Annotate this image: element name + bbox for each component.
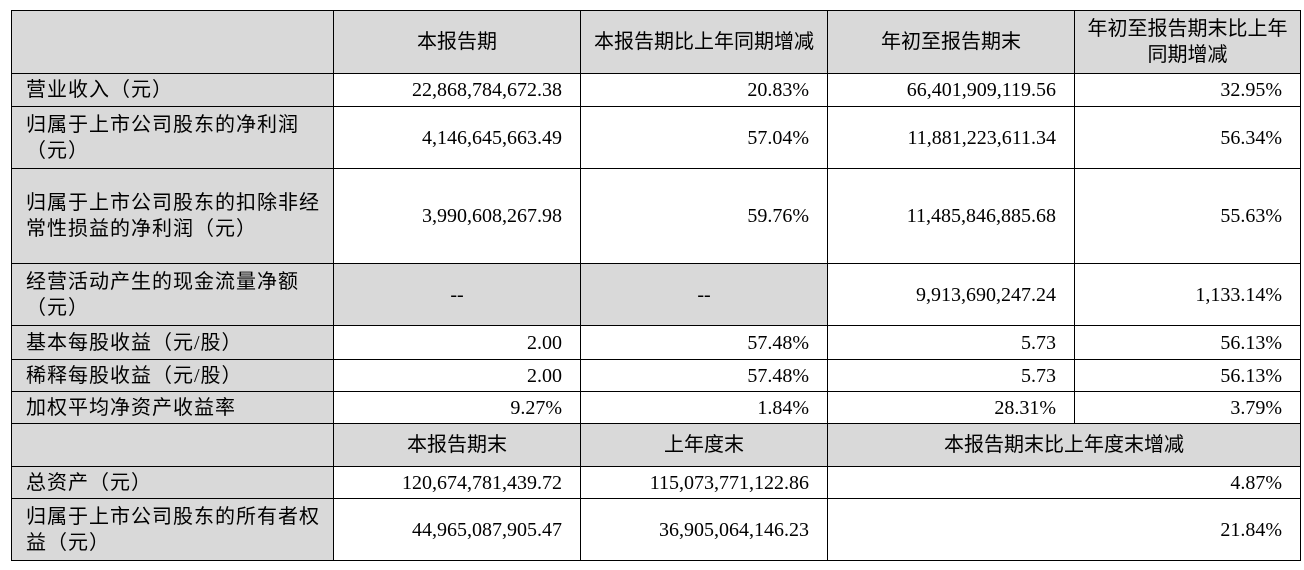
cell-value: 11,485,846,885.68 <box>827 168 1075 264</box>
cell-value: 21.84% <box>827 498 1301 561</box>
cell-value: 57.48% <box>580 325 828 360</box>
table-row: 加权平均净资产收益率 9.27% 1.84% 28.31% 3.79% <box>11 391 1301 424</box>
cell-value: 32.95% <box>1074 73 1301 107</box>
cell-value: 5.73 <box>827 325 1075 360</box>
cell-value: 57.04% <box>580 106 828 169</box>
cell-value: 36,905,064,146.23 <box>580 498 828 561</box>
table-row: 稀释每股收益（元/股） 2.00 57.48% 5.73 56.13% <box>11 359 1301 392</box>
row-label: 归属于上市公司股东的净利润（元） <box>11 106 334 169</box>
table-row: 总资产（元） 120,674,781,439.72 115,073,771,12… <box>11 466 1301 499</box>
cell-value: 66,401,909,119.56 <box>827 73 1075 107</box>
row-label: 经营活动产生的现金流量净额（元） <box>11 263 334 326</box>
table-row: 基本每股收益（元/股） 2.00 57.48% 5.73 56.13% <box>11 325 1301 360</box>
cell-value: 120,674,781,439.72 <box>333 466 581 499</box>
header-ytd-change: 年初至报告期末比上年同期增减 <box>1074 10 1301 74</box>
cell-value: 57.48% <box>580 359 828 392</box>
cell-value: 11,881,223,611.34 <box>827 106 1075 169</box>
cell-value: 55.63% <box>1074 168 1301 264</box>
header-ytd: 年初至报告期末 <box>827 10 1075 74</box>
cell-value: 115,073,771,122.86 <box>580 466 828 499</box>
cell-value: -- <box>580 263 828 326</box>
row-label: 营业收入（元） <box>11 73 334 107</box>
row-label: 归属于上市公司股东的扣除非经常性损益的净利润（元） <box>11 168 334 264</box>
subheader-change: 本报告期末比上年度末增减 <box>827 423 1301 467</box>
table-row: 归属于上市公司股东的所有者权益（元） 44,965,087,905.47 36,… <box>11 498 1301 561</box>
cell-value: 4.87% <box>827 466 1301 499</box>
header-empty-cell <box>11 10 334 74</box>
table-row: 归属于上市公司股东的扣除非经常性损益的净利润（元） 3,990,608,267.… <box>11 168 1301 264</box>
cell-value: 56.13% <box>1074 359 1301 392</box>
cell-value: 1.84% <box>580 391 828 424</box>
cell-value: 9.27% <box>333 391 581 424</box>
cell-value: 3.79% <box>1074 391 1301 424</box>
table-row: 经营活动产生的现金流量净额（元） -- -- 9,913,690,247.24 … <box>11 263 1301 326</box>
row-label: 总资产（元） <box>11 466 334 499</box>
cell-value: 44,965,087,905.47 <box>333 498 581 561</box>
subheader-period-end: 本报告期末 <box>333 423 581 467</box>
cell-value: 1,133.14% <box>1074 263 1301 326</box>
header-current-period-change: 本报告期比上年同期增减 <box>580 10 828 74</box>
cell-value: 22,868,784,672.38 <box>333 73 581 107</box>
cell-value: 2.00 <box>333 359 581 392</box>
cell-value: 5.73 <box>827 359 1075 392</box>
cell-value: 4,146,645,663.49 <box>333 106 581 169</box>
table-row: 营业收入（元） 22,868,784,672.38 20.83% 66,401,… <box>11 73 1301 107</box>
cell-value: 28.31% <box>827 391 1075 424</box>
row-label: 加权平均净资产收益率 <box>11 391 334 424</box>
cell-value: 56.34% <box>1074 106 1301 169</box>
row-label: 基本每股收益（元/股） <box>11 325 334 360</box>
cell-value: 3,990,608,267.98 <box>333 168 581 264</box>
financial-summary-table: 本报告期 本报告期比上年同期增减 年初至报告期末 年初至报告期末比上年同期增减 … <box>11 10 1301 561</box>
cell-value: 20.83% <box>580 73 828 107</box>
row-label: 稀释每股收益（元/股） <box>11 359 334 392</box>
subheader-empty-cell <box>11 423 334 467</box>
header-row: 本报告期 本报告期比上年同期增减 年初至报告期末 年初至报告期末比上年同期增减 <box>11 10 1301 74</box>
cell-value: -- <box>333 263 581 326</box>
cell-value: 59.76% <box>580 168 828 264</box>
row-label: 归属于上市公司股东的所有者权益（元） <box>11 498 334 561</box>
cell-value: 2.00 <box>333 325 581 360</box>
header-current-period: 本报告期 <box>333 10 581 74</box>
subheader-prior-year-end: 上年度末 <box>580 423 828 467</box>
table-row: 归属于上市公司股东的净利润（元） 4,146,645,663.49 57.04%… <box>11 106 1301 169</box>
cell-value: 56.13% <box>1074 325 1301 360</box>
cell-value: 9,913,690,247.24 <box>827 263 1075 326</box>
subheader-row: 本报告期末 上年度末 本报告期末比上年度末增减 <box>11 423 1301 467</box>
